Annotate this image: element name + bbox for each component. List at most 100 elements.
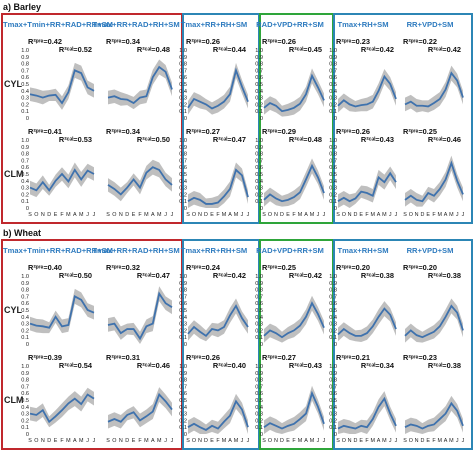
r2-cal-stat: R²ᶜᵃˡ=0.42	[428, 45, 461, 54]
x-tick-label: F	[138, 212, 142, 218]
y-tick-label: 0.6	[255, 75, 263, 81]
x-tick-label: J	[395, 438, 398, 444]
x-tick-label: M	[438, 212, 443, 218]
uncertainty-band	[108, 286, 172, 344]
y-tick-label: 0.7	[21, 68, 29, 74]
r2-pred-stat: R²ᵖʳᵉ=0.34	[106, 127, 141, 136]
x-tick-label: N	[119, 212, 123, 218]
x-tick-label: D	[47, 438, 51, 444]
y-tick-label: 0.5	[329, 172, 337, 178]
series-line	[29, 168, 95, 192]
x-tick-label: A	[444, 438, 448, 444]
y-tick-label: 0.5	[329, 82, 337, 88]
line-panel: 00.10.20.30.40.50.60.70.80.91.0	[21, 48, 95, 122]
x-tick-label: J	[241, 438, 244, 444]
uncertainty-band	[264, 68, 324, 117]
uncertainty-band	[188, 298, 248, 342]
y-tick-label: 0.1	[21, 109, 29, 115]
uncertainty-band	[30, 162, 94, 198]
y-tick-label: 0.7	[329, 158, 337, 164]
x-tick-label: E	[210, 438, 214, 444]
x-tick-label: M	[157, 212, 162, 218]
model-header: Tmax+Tmin+RR+RAD+RH+SM	[3, 20, 113, 29]
y-tick-label: 0	[334, 432, 337, 438]
x-tick-label: J	[462, 438, 465, 444]
x-tick-label: A	[377, 438, 381, 444]
y-tick-label: 0.6	[179, 391, 187, 397]
y-tick-label: 0.1	[255, 335, 263, 341]
uncertainty-band	[30, 62, 94, 110]
x-tick-label: A	[73, 212, 77, 218]
y-tick-label: 0.1	[21, 199, 29, 205]
r2-cal-stat: R²ᶜᵃˡ=0.46	[137, 361, 170, 370]
y-tick-label: 0.5	[329, 398, 337, 404]
y-tick-label: 0.4	[179, 179, 187, 185]
y-tick-label: 0.4	[329, 179, 337, 185]
r2-cal-stat: R²ᶜᵃˡ=0.38	[428, 271, 461, 280]
y-tick-label: 0.1	[179, 425, 187, 431]
x-tick-label: E	[54, 212, 58, 218]
y-tick-label: 0.9	[179, 281, 187, 287]
y-tick-label: 1.0	[21, 364, 29, 370]
line-panel: 00.10.20.30.40.50.60.70.80.91.0	[255, 274, 325, 348]
y-tick-label: 0.3	[21, 412, 29, 418]
x-tick-label: F	[60, 438, 64, 444]
x-tick-label: J	[86, 438, 89, 444]
x-tick-label: A	[377, 212, 381, 218]
line-panel: 00.10.20.30.40.50.60.70.80.91.0S O N D E F M A M…	[21, 138, 95, 218]
model-header: Tmax+Tmin+RR+RAD+RH+SM	[3, 246, 113, 255]
y-tick-label: 0.6	[329, 391, 337, 397]
y-tick-label: 0.3	[329, 412, 337, 418]
r2-pred-stat: R²ᵖʳᵉ=0.40	[28, 263, 62, 272]
uncertainty-band	[405, 298, 463, 343]
x-tick-label: M	[371, 212, 376, 218]
x-tick-label: D	[353, 212, 357, 218]
y-tick-label: 0.1	[329, 109, 337, 115]
y-tick-label: 0	[260, 342, 263, 348]
line-panel: 00.10.20.30.40.50.60.70.80.91.0S O N D E F M A M…	[255, 364, 325, 444]
x-tick-label: J	[164, 212, 167, 218]
series-line	[404, 401, 464, 430]
y-tick-label: 0.9	[179, 55, 187, 61]
x-tick-label: E	[359, 212, 363, 218]
region-label: CLM	[4, 169, 24, 179]
y-tick-label: 0.3	[179, 186, 187, 192]
series-line	[187, 168, 249, 205]
r2-pred-stat: R²ᵖʳᵉ=0.24	[186, 263, 221, 272]
x-tick-label: A	[228, 212, 232, 218]
model-header: Tmax+RH+SM	[337, 20, 388, 29]
x-tick-label: D	[47, 212, 51, 218]
y-tick-label: 1.0	[329, 364, 337, 370]
y-tick-label: 0.6	[255, 391, 263, 397]
y-tick-label: 0.6	[329, 165, 337, 171]
y-tick-label: 0	[26, 206, 29, 212]
x-tick-label: O	[342, 212, 346, 218]
y-tick-label: 0.3	[255, 186, 263, 192]
line-panel: 00.10.20.30.40.50.60.70.80.91.0	[329, 274, 397, 348]
y-tick-label: 0.8	[21, 288, 29, 294]
series-line	[263, 301, 325, 339]
y-tick-label: 1.0	[179, 138, 187, 144]
y-tick-label: 0.9	[329, 281, 337, 287]
x-tick-label: E	[359, 438, 363, 444]
line-panel: 00.10.20.30.40.50.60.70.80.91.0	[179, 48, 249, 122]
y-tick-label: 0.2	[179, 102, 187, 108]
section-label: a) Barley	[3, 2, 41, 12]
r2-pred-stat: R²ᵖʳᵉ=0.26	[186, 353, 220, 362]
y-tick-label: 0.2	[255, 418, 263, 424]
y-tick-label: 0.1	[255, 109, 263, 115]
x-tick-label: D	[204, 212, 208, 218]
y-tick-label: 0.3	[21, 96, 29, 102]
x-tick-label: O	[192, 212, 196, 218]
x-tick-label: M	[144, 212, 149, 218]
x-tick-label: F	[292, 212, 296, 218]
x-tick-label: D	[280, 212, 284, 218]
r2-pred-stat: R²ᵖʳᵉ=0.27	[262, 353, 296, 362]
x-tick-label: E	[286, 212, 290, 218]
y-tick-label: 0.7	[255, 294, 263, 300]
y-tick-label: 0	[26, 432, 29, 438]
r2-pred-stat: R²ᵖʳᵉ=0.41	[28, 127, 62, 136]
r2-pred-stat: R²ᵖʳᵉ=0.31	[106, 353, 140, 362]
